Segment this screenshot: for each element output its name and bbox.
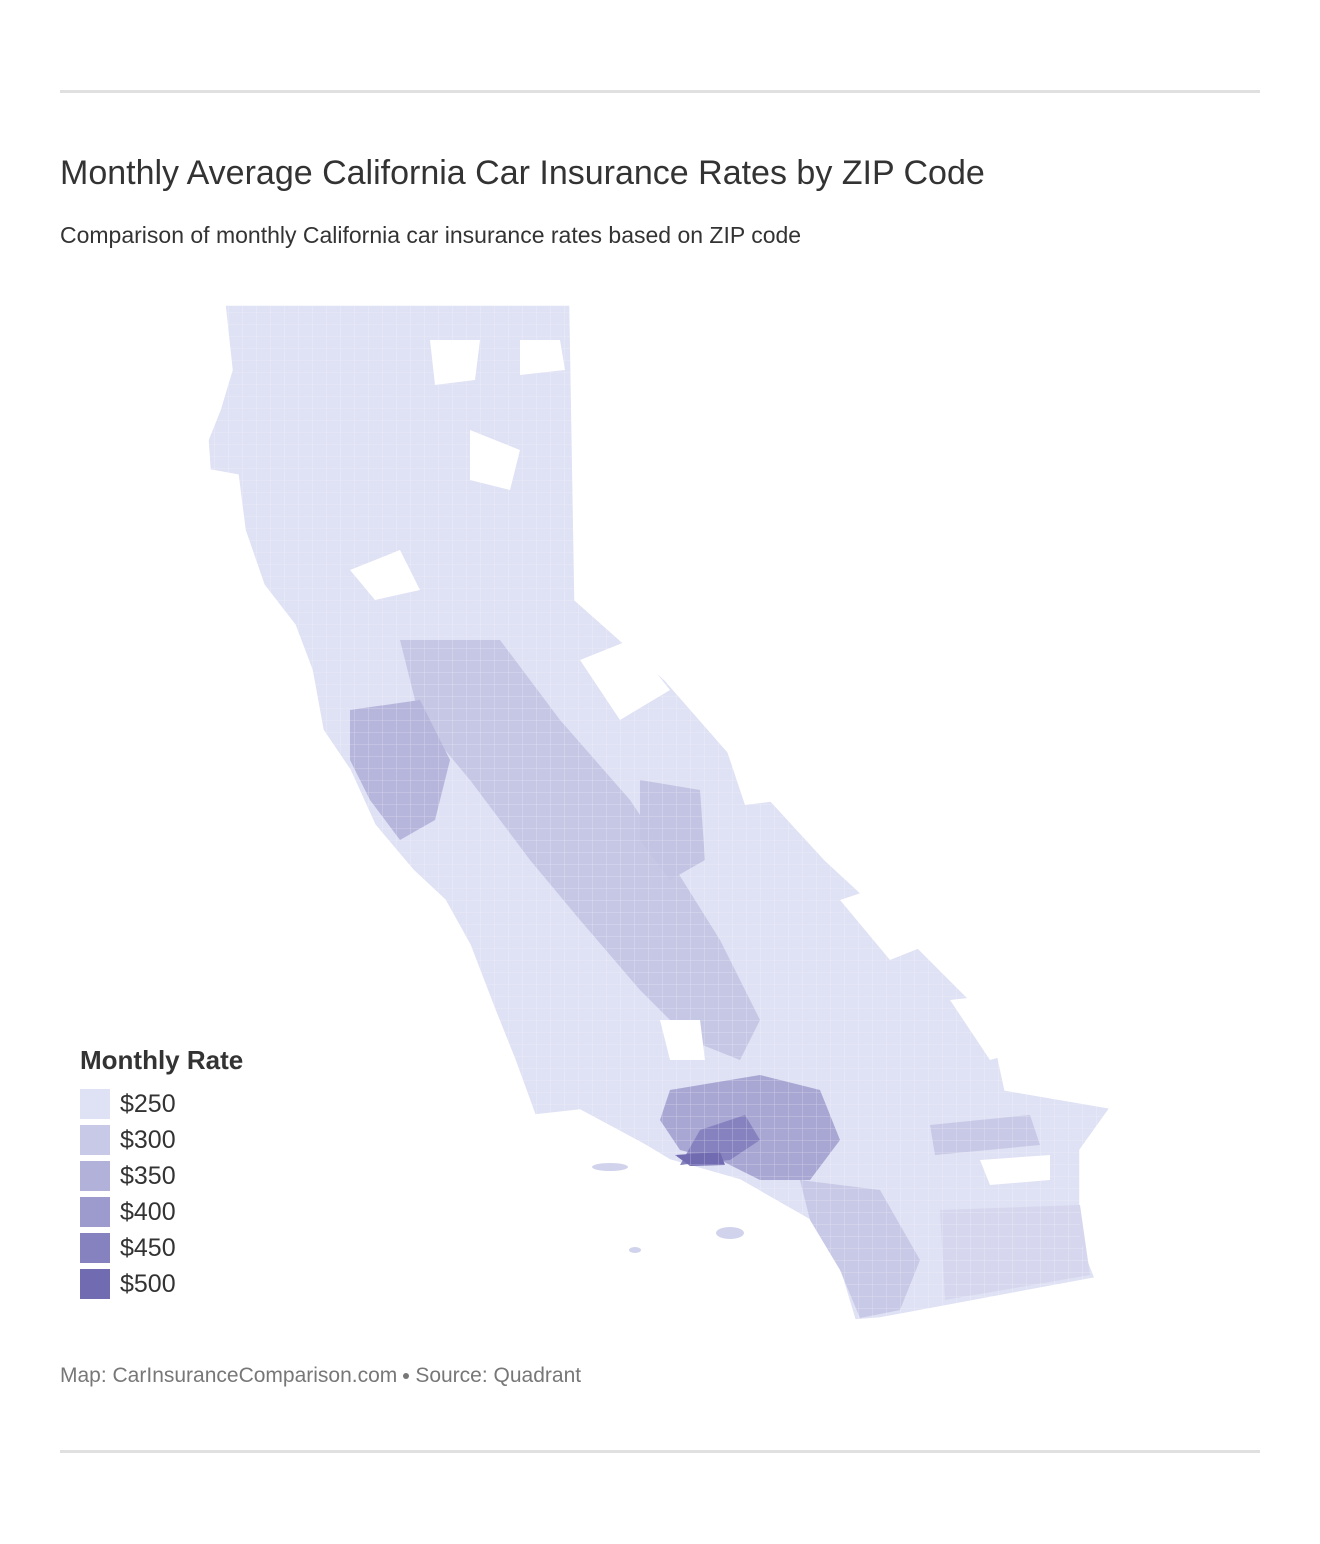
separator-dot-icon bbox=[403, 1373, 410, 1380]
channel-islands bbox=[592, 1163, 744, 1253]
map-credit: Map: CarInsuranceComparison.com bbox=[60, 1364, 398, 1387]
legend-swatch bbox=[80, 1125, 110, 1155]
legend-swatch bbox=[80, 1233, 110, 1263]
legend-label: $250 bbox=[120, 1089, 176, 1118]
legend-swatch bbox=[80, 1197, 110, 1227]
legend-title: Monthly Rate bbox=[80, 1045, 244, 1075]
page-subtitle: Comparison of monthly California car ins… bbox=[60, 222, 802, 248]
california-zip-map bbox=[207, 304, 1112, 1321]
legend-item: $300 bbox=[80, 1122, 340, 1158]
map-legend: Monthly Rate $250 $300 $350 $400 $450 $5… bbox=[80, 1044, 340, 1302]
bottom-divider bbox=[60, 1450, 1260, 1453]
legend-label: $350 bbox=[120, 1161, 176, 1190]
legend-label: $400 bbox=[120, 1197, 176, 1226]
legend-swatch bbox=[80, 1089, 110, 1119]
source-footer: Map: CarInsuranceComparison.com Source: Q… bbox=[60, 1364, 581, 1388]
legend-swatch bbox=[80, 1269, 110, 1299]
legend-item: $250 bbox=[80, 1086, 340, 1122]
legend-item: $350 bbox=[80, 1158, 340, 1194]
legend-label: $500 bbox=[120, 1269, 176, 1298]
legend-item: $500 bbox=[80, 1266, 340, 1302]
legend-swatch bbox=[80, 1161, 110, 1191]
top-divider bbox=[60, 90, 1260, 93]
legend-label: $450 bbox=[120, 1233, 176, 1262]
page-title: Monthly Average California Car Insurance… bbox=[60, 154, 985, 192]
legend-item: $450 bbox=[80, 1230, 340, 1266]
legend-item: $400 bbox=[80, 1194, 340, 1230]
legend-label: $300 bbox=[120, 1125, 176, 1154]
data-source: Source: Quadrant bbox=[415, 1364, 582, 1387]
